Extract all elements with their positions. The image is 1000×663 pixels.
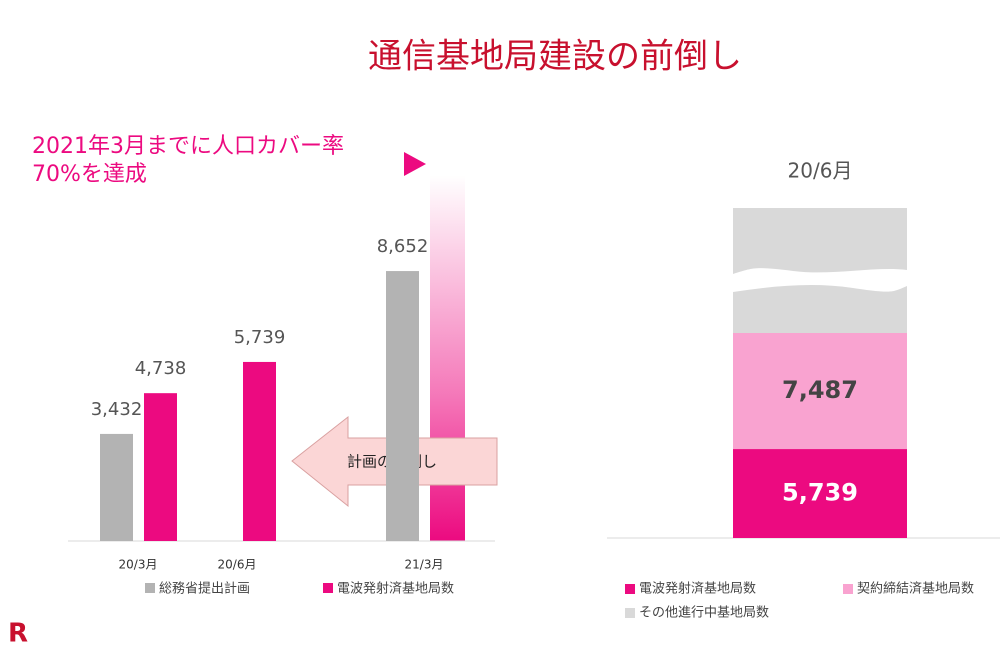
slide-title: 通信基地局建設の前倒し bbox=[368, 37, 742, 77]
value-label: 5,739 bbox=[234, 327, 286, 348]
x-tick-label: 20/3月 bbox=[119, 558, 158, 572]
value-label: 8,652 bbox=[377, 236, 429, 257]
bar-segment bbox=[733, 449, 907, 538]
legend-swatch bbox=[625, 608, 635, 618]
legend-label: 総務省提出計画 bbox=[159, 581, 250, 597]
legend-label: 電波発射済基地局数 bbox=[639, 581, 756, 597]
broken-segment bbox=[733, 208, 907, 274]
annotation: 70%を達成 bbox=[32, 162, 147, 187]
value-label: 4,738 bbox=[135, 358, 187, 379]
target-gradient bbox=[430, 175, 465, 541]
legend-swatch bbox=[625, 584, 635, 594]
x-tick-label: 20/6月 bbox=[788, 159, 853, 183]
bar bbox=[100, 433, 133, 541]
annotation: 2021年3月までに人口カバー率 bbox=[32, 134, 344, 159]
value-label: 7,487 bbox=[782, 376, 858, 404]
x-tick-label: 20/6月 bbox=[218, 558, 257, 572]
value-label: 3,432 bbox=[91, 399, 143, 420]
bar bbox=[386, 271, 419, 541]
bar-segment bbox=[733, 332, 907, 450]
value-label: 5,739 bbox=[782, 479, 858, 507]
legend-label: その他進行中基地局数 bbox=[639, 606, 769, 621]
legend-swatch bbox=[323, 583, 333, 593]
logo: R bbox=[8, 619, 28, 649]
broken-segment bbox=[733, 285, 907, 333]
x-tick-label: 21/3月 bbox=[405, 558, 444, 572]
pointer-triangle bbox=[404, 152, 426, 176]
legend-swatch bbox=[145, 583, 155, 593]
bar bbox=[243, 361, 276, 541]
legend-label: 電波発射済基地局数 bbox=[337, 581, 454, 597]
legend-swatch bbox=[843, 584, 853, 594]
bar bbox=[144, 393, 177, 541]
legend-label: 契約締結済基地局数 bbox=[857, 581, 974, 597]
